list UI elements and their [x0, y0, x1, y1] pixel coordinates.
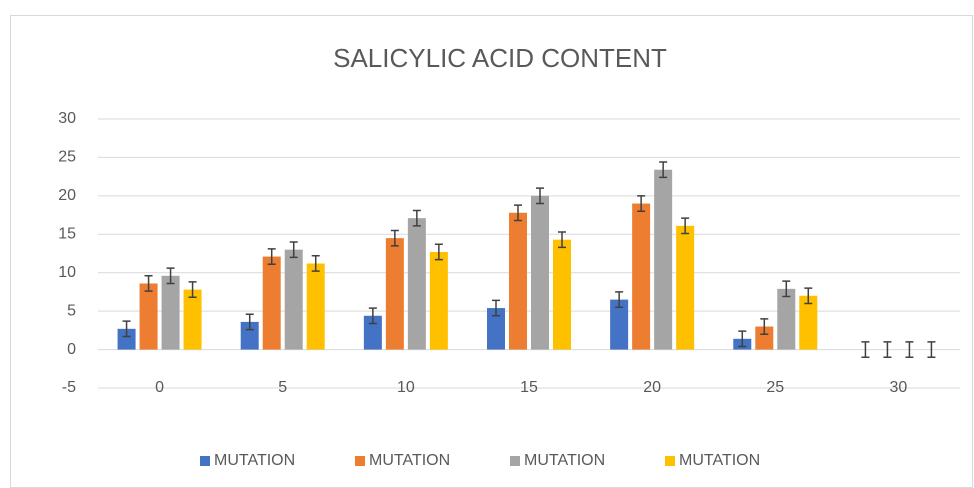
bar: [117, 328, 136, 350]
y-tick-label: 10: [58, 264, 76, 281]
y-tick-label: 15: [58, 226, 76, 243]
error-bar: [804, 287, 813, 305]
bar: [799, 295, 818, 350]
x-tick-label: 5: [278, 379, 287, 396]
error-bar: [536, 187, 544, 205]
error-bar: [188, 281, 197, 299]
x-tick-label: 0: [155, 379, 164, 396]
error-bar: [412, 209, 421, 227]
bar: [509, 212, 527, 350]
bar: [161, 275, 180, 350]
error-bar: [144, 275, 153, 292]
bar: [755, 326, 774, 350]
bar: [654, 169, 673, 350]
y-tick-label: 5: [67, 302, 76, 319]
bar: [429, 251, 448, 350]
legend-swatch: [510, 456, 520, 466]
bar: [262, 256, 281, 350]
error-bar: [637, 195, 646, 212]
error-bar: [861, 341, 870, 359]
bar: [306, 263, 325, 350]
legend-label: MUTATION: [369, 452, 450, 469]
error-bar: [289, 241, 298, 259]
y-tick-label: 25: [58, 149, 76, 166]
error-bar: [434, 243, 443, 261]
bar: [183, 289, 202, 350]
error-bar: [245, 313, 254, 331]
x-tick-label: 15: [520, 379, 538, 396]
bar: [284, 249, 303, 350]
error-bar: [681, 217, 690, 235]
legend-label: MUTATION: [524, 452, 605, 469]
error-bar: [883, 341, 892, 359]
error-bar: [927, 341, 936, 359]
bar: [240, 321, 259, 350]
error-bar: [738, 330, 747, 348]
x-tick-label: 30: [890, 379, 908, 396]
bar: [363, 315, 382, 350]
error-bar: [782, 280, 791, 298]
bar: [610, 299, 629, 350]
x-tick-label: 10: [397, 379, 415, 396]
y-tick-label: 20: [58, 187, 76, 204]
y-tick-label: -5: [62, 379, 76, 396]
error-bar: [615, 291, 624, 309]
bar: [553, 239, 571, 350]
error-bar: [760, 318, 769, 335]
error-bar: [492, 299, 500, 317]
error-bar: [122, 320, 131, 338]
error-bar: [267, 248, 276, 266]
y-tick-label: 0: [67, 341, 76, 358]
bar: [676, 225, 695, 350]
error-bar: [558, 231, 566, 249]
bar: [487, 308, 505, 350]
bar: [407, 218, 426, 350]
bar: [385, 238, 404, 350]
error-bar: [514, 204, 522, 222]
error-bar: [390, 229, 399, 247]
error-bar: [905, 341, 914, 359]
error-bar: [311, 255, 320, 272]
legend-swatch: [665, 456, 675, 466]
legend-swatch: [200, 456, 210, 466]
chart-title: SALICYLIC ACID CONTENT: [333, 43, 667, 73]
legend-label: MUTATION: [679, 452, 760, 469]
chart-frame: [10, 15, 973, 488]
legend-swatch: [355, 456, 365, 466]
legend-label: MUTATION: [214, 452, 295, 469]
x-tick-label: 25: [766, 379, 784, 396]
y-tick-label: 30: [58, 110, 76, 127]
error-bar: [368, 307, 377, 325]
x-tick-label: 20: [643, 379, 661, 396]
error-bar: [659, 161, 668, 179]
bar: [139, 283, 158, 350]
bar: [632, 203, 651, 350]
error-bar: [166, 267, 175, 285]
bar: [777, 288, 796, 350]
bar: [531, 195, 549, 350]
